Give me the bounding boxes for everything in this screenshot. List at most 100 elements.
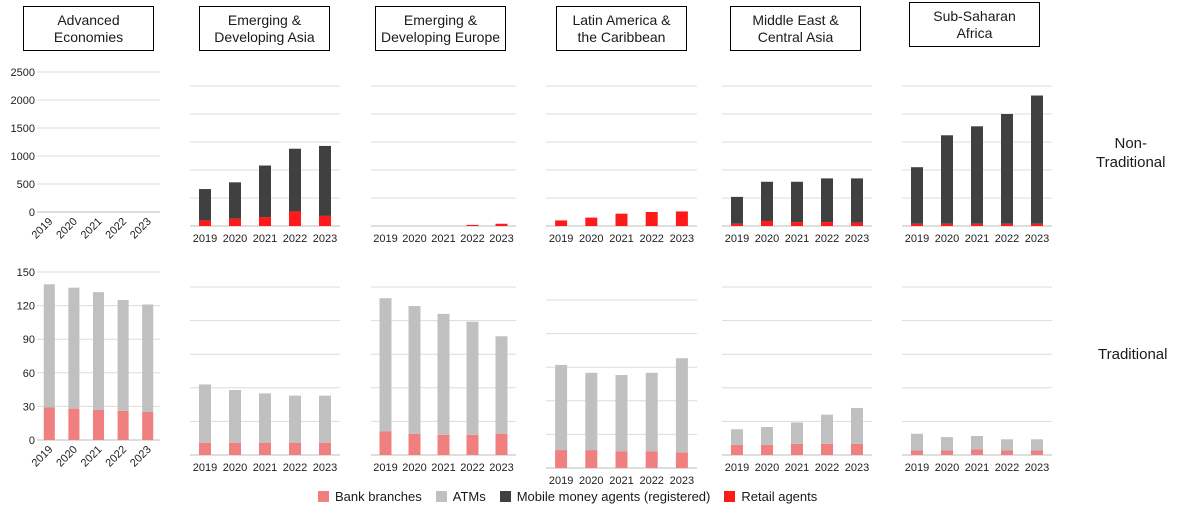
non-bar-latin-america-the-caribbean-2020-retail-agents	[585, 217, 598, 226]
region-title-latin-america-caribbean: Latin America & the Caribbean	[556, 6, 687, 51]
trad-bar-advanced-economies-2022-bank-branches	[117, 410, 129, 440]
legend-swatch-atms	[435, 491, 447, 502]
legend-swatch-bank-branches	[318, 491, 329, 502]
trad-bar-sub-saharan-africa-2020-bank-branches	[941, 450, 953, 455]
trad-advanced-economies-year-label-2021: 2021	[79, 444, 105, 470]
non-ytick-label-2: 1500	[11, 123, 35, 135]
non-bar-emerging-developing-asia-2019-retail-agents	[199, 220, 211, 226]
trad-bar-advanced-economies-2019-atms	[43, 284, 55, 408]
trad-bar-latin-america-the-caribbean-2021-atms	[615, 375, 628, 452]
legend-item-bank-branches: Bank branches	[318, 489, 422, 504]
non-emerging-developing-asia-year-label-2022: 2022	[283, 233, 307, 245]
non-bar-middle-east-central-asia-2020-mobile-money-agents	[761, 181, 773, 221]
non-bar-sub-saharan-africa-2023-mobile-money-agents	[1031, 95, 1043, 224]
non-ytick-label-1: 2000	[11, 95, 35, 107]
trad-middle-east-central-asia-year-label-2023: 2023	[845, 462, 869, 474]
non-emerging-developing-asia-year-label-2020: 2020	[223, 233, 247, 245]
trad-bar-middle-east-central-asia-2021-bank-branches	[791, 443, 803, 455]
trad-bar-sub-saharan-africa-2020-atms	[941, 437, 953, 451]
trad-emerging-developing-europe-year-label-2020: 2020	[402, 462, 426, 474]
trad-latin-america-the-caribbean-year-label-2019: 2019	[549, 475, 573, 487]
non-emerging-developing-europe-year-label-2021: 2021	[431, 233, 455, 245]
region-title-emerging-developing-asia: Emerging & Developing Asia	[199, 6, 330, 51]
row-label-non-traditional: Non- Traditional	[1096, 135, 1166, 171]
trad-bar-sub-saharan-africa-2019-bank-branches	[911, 450, 923, 455]
non-ytick-label-3: 1000	[11, 151, 35, 163]
trad-sub-saharan-africa-year-label-2020: 2020	[935, 462, 959, 474]
trad-sub-saharan-africa-year-label-2019: 2019	[905, 462, 929, 474]
trad-bar-advanced-economies-2020-atms	[68, 287, 80, 409]
trad-bar-advanced-economies-2021-bank-branches	[92, 409, 105, 440]
non-bar-emerging-developing-asia-2023-retail-agents	[319, 215, 331, 226]
non-bar-emerging-developing-asia-2023-mobile-money-agents	[319, 145, 331, 216]
non-middle-east-central-asia-year-label-2021: 2021	[785, 233, 809, 245]
trad-bar-emerging-developing-asia-2019-atms	[199, 384, 211, 443]
non-bar-middle-east-central-asia-2022-mobile-money-agents	[821, 178, 833, 223]
non-bar-latin-america-the-caribbean-2021-retail-agents	[615, 213, 628, 226]
trad-emerging-developing-europe-year-label-2023: 2023	[489, 462, 513, 474]
trad-bar-emerging-developing-asia-2022-bank-branches	[289, 442, 301, 455]
non-middle-east-central-asia-year-label-2019: 2019	[725, 233, 749, 245]
trad-ytick-label-5: 0	[29, 435, 35, 447]
trad-bar-emerging-developing-europe-2019-bank-branches	[379, 431, 392, 455]
trad-bar-sub-saharan-africa-2023-bank-branches	[1031, 450, 1043, 455]
non-bar-sub-saharan-africa-2019-retail-agents	[911, 223, 923, 226]
trad-bar-latin-america-the-caribbean-2019-atms	[555, 364, 568, 451]
trad-ytick-label-2: 90	[23, 334, 35, 346]
legend-label-atms: ATMs	[452, 489, 486, 504]
non-bar-middle-east-central-asia-2023-retail-agents	[851, 222, 863, 226]
non-emerging-developing-asia-year-label-2021: 2021	[253, 233, 277, 245]
non-bar-latin-america-the-caribbean-2023-retail-agents	[675, 211, 688, 226]
trad-bar-middle-east-central-asia-2022-bank-branches	[821, 443, 833, 455]
trad-bar-middle-east-central-asia-2019-atms	[731, 429, 743, 445]
trad-bar-advanced-economies-2022-atms	[117, 300, 129, 411]
non-bar-sub-saharan-africa-2020-retail-agents	[941, 223, 953, 226]
region-title-middle-east-central-asia: Middle East & Central Asia	[730, 6, 861, 51]
trad-middle-east-central-asia-year-label-2019: 2019	[725, 462, 749, 474]
non-bar-middle-east-central-asia-2021-retail-agents	[791, 222, 803, 226]
trad-emerging-developing-asia-year-label-2022: 2022	[283, 462, 307, 474]
trad-bar-emerging-developing-europe-2023-atms	[495, 336, 508, 434]
trad-middle-east-central-asia-year-label-2022: 2022	[815, 462, 839, 474]
trad-advanced-economies-year-label-2019: 2019	[30, 444, 56, 470]
trad-bar-emerging-developing-asia-2023-bank-branches	[319, 442, 331, 455]
trad-ytick-label-4: 30	[23, 401, 35, 413]
trad-emerging-developing-europe-year-label-2021: 2021	[431, 462, 455, 474]
non-bar-emerging-developing-asia-2019-mobile-money-agents	[199, 189, 211, 221]
trad-latin-america-the-caribbean-year-label-2022: 2022	[639, 475, 663, 487]
non-sub-saharan-africa-year-label-2019: 2019	[905, 233, 929, 245]
non-latin-america-the-caribbean-year-label-2021: 2021	[609, 233, 633, 245]
non-latin-america-the-caribbean-year-label-2020: 2020	[579, 233, 603, 245]
non-bar-middle-east-central-asia-2020-retail-agents	[761, 220, 773, 226]
non-emerging-developing-europe-year-label-2019: 2019	[373, 233, 397, 245]
trad-advanced-economies-year-label-2020: 2020	[54, 444, 80, 470]
chart-legend: Bank branches ATMs Mobile money agents (…	[318, 489, 831, 504]
legend-item-atms: ATMs	[435, 489, 486, 504]
trad-bar-latin-america-the-caribbean-2023-bank-branches	[675, 452, 688, 468]
legend-label-retail-agents: Retail agents	[741, 489, 818, 504]
trad-bar-advanced-economies-2023-bank-branches	[142, 412, 154, 440]
trad-bar-emerging-developing-europe-2021-atms	[437, 313, 450, 435]
trad-bar-middle-east-central-asia-2020-atms	[761, 427, 773, 445]
non-advanced-economies-year-label-2019: 2019	[30, 216, 56, 242]
non-bar-sub-saharan-africa-2022-mobile-money-agents	[1001, 114, 1013, 224]
non-advanced-economies-year-label-2023: 2023	[128, 216, 154, 242]
trad-emerging-developing-europe-year-label-2022: 2022	[460, 462, 484, 474]
non-bar-sub-saharan-africa-2022-retail-agents	[1001, 223, 1013, 226]
trad-ytick-label-0: 150	[17, 267, 35, 279]
non-sub-saharan-africa-year-label-2021: 2021	[965, 233, 989, 245]
non-sub-saharan-africa-year-label-2022: 2022	[995, 233, 1019, 245]
trad-bar-latin-america-the-caribbean-2020-atms	[585, 372, 598, 451]
trad-bar-advanced-economies-2021-atms	[92, 292, 105, 410]
non-ytick-label-0: 2500	[11, 67, 35, 79]
trad-bar-sub-saharan-africa-2022-bank-branches	[1001, 450, 1013, 455]
trad-bar-emerging-developing-europe-2020-atms	[408, 306, 421, 434]
trad-bar-emerging-developing-asia-2022-atms	[289, 395, 301, 443]
non-bar-emerging-developing-asia-2021-mobile-money-agents	[259, 165, 271, 218]
non-bar-sub-saharan-africa-2023-retail-agents	[1031, 223, 1043, 226]
trad-bar-middle-east-central-asia-2020-bank-branches	[761, 444, 773, 455]
trad-bar-middle-east-central-asia-2023-bank-branches	[851, 443, 863, 455]
region-title-advanced-economies: Advanced Economies	[23, 6, 154, 51]
trad-bar-middle-east-central-asia-2019-bank-branches	[731, 444, 743, 455]
